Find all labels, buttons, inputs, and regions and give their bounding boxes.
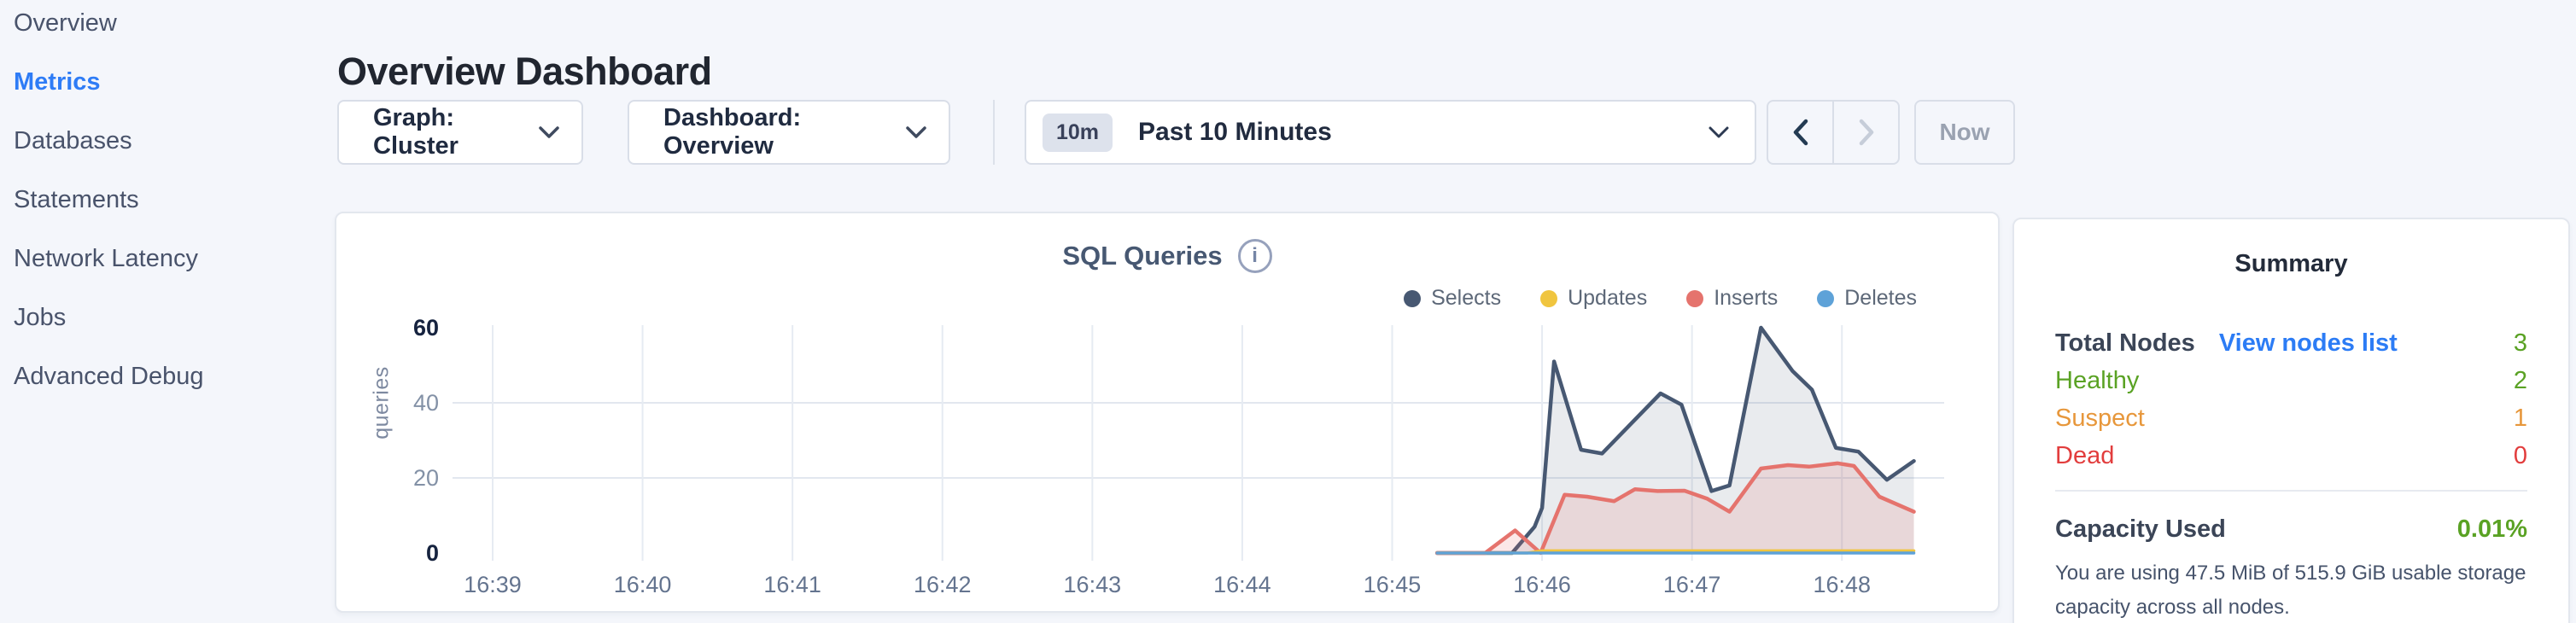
sidebar-item-network-latency[interactable]: Network Latency — [14, 245, 198, 272]
capacity-description: You are using 47.5 MiB of 515.9 GiB usab… — [2055, 562, 2526, 619]
summary-row-value: 2 — [2513, 366, 2527, 394]
summary-row-label: Dead — [2055, 441, 2115, 469]
time-range-picker[interactable]: 10m Past 10 Minutes — [1025, 100, 1756, 165]
summary-row-label: Suspect — [2055, 404, 2145, 432]
sidebar-nav: Overview Metrics Databases Statements Networ… — [14, 10, 204, 389]
sidebar-item-databases[interactable]: Databases — [14, 127, 132, 154]
legend-label: Selects — [1431, 286, 1502, 310]
legend-item-selects[interactable]: Selects — [1404, 286, 1501, 311]
x-tick-label-16-45: 16:45 — [1363, 572, 1422, 597]
chevron-left-icon — [1793, 119, 1808, 146]
info-icon[interactable]: i — [1237, 239, 1272, 273]
chevron-down-icon — [539, 125, 559, 138]
sidebar-item-statements[interactable]: Statements — [14, 186, 139, 213]
y-tick-label-0: 0 — [425, 540, 439, 566]
line-selects — [1434, 325, 1916, 556]
legend-label: Deletes — [1844, 286, 1917, 310]
summary-row-label: Healthy — [2055, 366, 2140, 394]
sql-queries-chart-card: SQL Queries i Selects Updates Inserts Delet… — [335, 212, 2000, 613]
page-title: Overview Dashboard — [337, 49, 712, 94]
capacity-row: Capacity Used 0.01% — [2055, 510, 2527, 548]
summary-row-value: 0 — [2513, 441, 2527, 469]
summary-divider — [2055, 490, 2527, 492]
summary-row-total-nodes: Total Nodes View nodes list 3 — [2055, 324, 2527, 362]
sidebar-item-metrics[interactable]: Metrics — [14, 68, 101, 96]
chart-plot-area[interactable] — [453, 320, 1944, 576]
area-selects — [1437, 328, 1914, 553]
capacity-label: Capacity Used — [2055, 515, 2226, 543]
y-tick-label-20: 20 — [412, 465, 439, 491]
chevron-right-icon — [1859, 119, 1873, 146]
x-tick-label-16-41: 16:41 — [763, 572, 821, 597]
legend-item-deletes[interactable]: Deletes — [1817, 286, 1917, 311]
summary-card: Summary Total Nodes View nodes list 3 Healt… — [2012, 218, 2570, 623]
time-back-button[interactable] — [1768, 102, 1834, 163]
area-inserts — [1437, 463, 1914, 553]
summary-row-healthy: Healthy 2 — [2055, 362, 2527, 399]
sidebar-item-overview[interactable]: Overview — [14, 9, 117, 37]
chevron-down-icon — [1709, 126, 1729, 137]
graph-dropdown-label: Graph: Cluster — [373, 104, 459, 160]
legend-label: Updates — [1568, 286, 1648, 310]
legend-label: Inserts — [1714, 286, 1779, 310]
capacity-value: 0.01% — [2456, 515, 2527, 543]
summary-title: Summary — [2234, 250, 2348, 277]
chevron-down-icon — [906, 125, 926, 138]
time-step-buttons — [1767, 100, 1900, 165]
x-tick-label-16-39: 16:39 — [464, 572, 522, 597]
summary-row-label: Total Nodes — [2055, 329, 2195, 357]
x-tick-label-16-47: 16:47 — [1662, 572, 1721, 597]
graph-dropdown[interactable]: Graph: Cluster — [337, 100, 583, 165]
legend-dot-deletes — [1817, 289, 1835, 307]
sidebar-item-jobs[interactable]: Jobs — [14, 304, 67, 331]
summary-row-value: 3 — [2513, 329, 2527, 357]
chart-title-row: SQL Queries i — [336, 239, 1998, 273]
view-nodes-list-link[interactable]: View nodes list — [2218, 329, 2398, 357]
y-tick-label-60: 60 — [412, 315, 439, 341]
summary-rows: Total Nodes View nodes list 3 Healthy 2 Suspe… — [2055, 324, 2527, 475]
dashboard-dropdown[interactable]: Dashboard: Overview — [628, 100, 950, 165]
legend-item-updates[interactable]: Updates — [1540, 286, 1647, 311]
now-button[interactable]: Now — [1914, 100, 2015, 165]
legend-dot-updates — [1540, 289, 1558, 307]
toolbar-divider — [993, 100, 995, 165]
summary-row-value: 1 — [2513, 404, 2527, 432]
summary-row-dead: Dead 0 — [2055, 437, 2527, 475]
time-range-badge: 10m — [1043, 113, 1113, 152]
x-tick-label-16-40: 16:40 — [613, 572, 672, 597]
x-tick-label-16-48: 16:48 — [1813, 572, 1872, 597]
chart-title: SQL Queries — [1062, 241, 1223, 271]
x-tick-label-16-44: 16:44 — [1213, 572, 1271, 597]
time-range-label: Past 10 Minutes — [1138, 118, 1332, 146]
sidebar-item-advanced-debug[interactable]: Advanced Debug — [14, 363, 204, 390]
x-tick-label-16-42: 16:42 — [913, 572, 972, 597]
chart-legend: Selects Updates Inserts Deletes — [1404, 286, 1917, 311]
dashboard-dropdown-label: Dashboard: Overview — [663, 104, 802, 160]
time-forward-button[interactable] — [1834, 102, 1898, 163]
legend-dot-selects — [1404, 289, 1422, 307]
y-tick-label-40: 40 — [412, 390, 439, 416]
x-tick-label-16-43: 16:43 — [1063, 572, 1122, 597]
legend-dot-inserts — [1686, 289, 1704, 307]
summary-row-suspect: Suspect 1 — [2055, 399, 2527, 437]
x-tick-label-16-46: 16:46 — [1513, 572, 1571, 597]
legend-item-inserts[interactable]: Inserts — [1686, 286, 1778, 311]
